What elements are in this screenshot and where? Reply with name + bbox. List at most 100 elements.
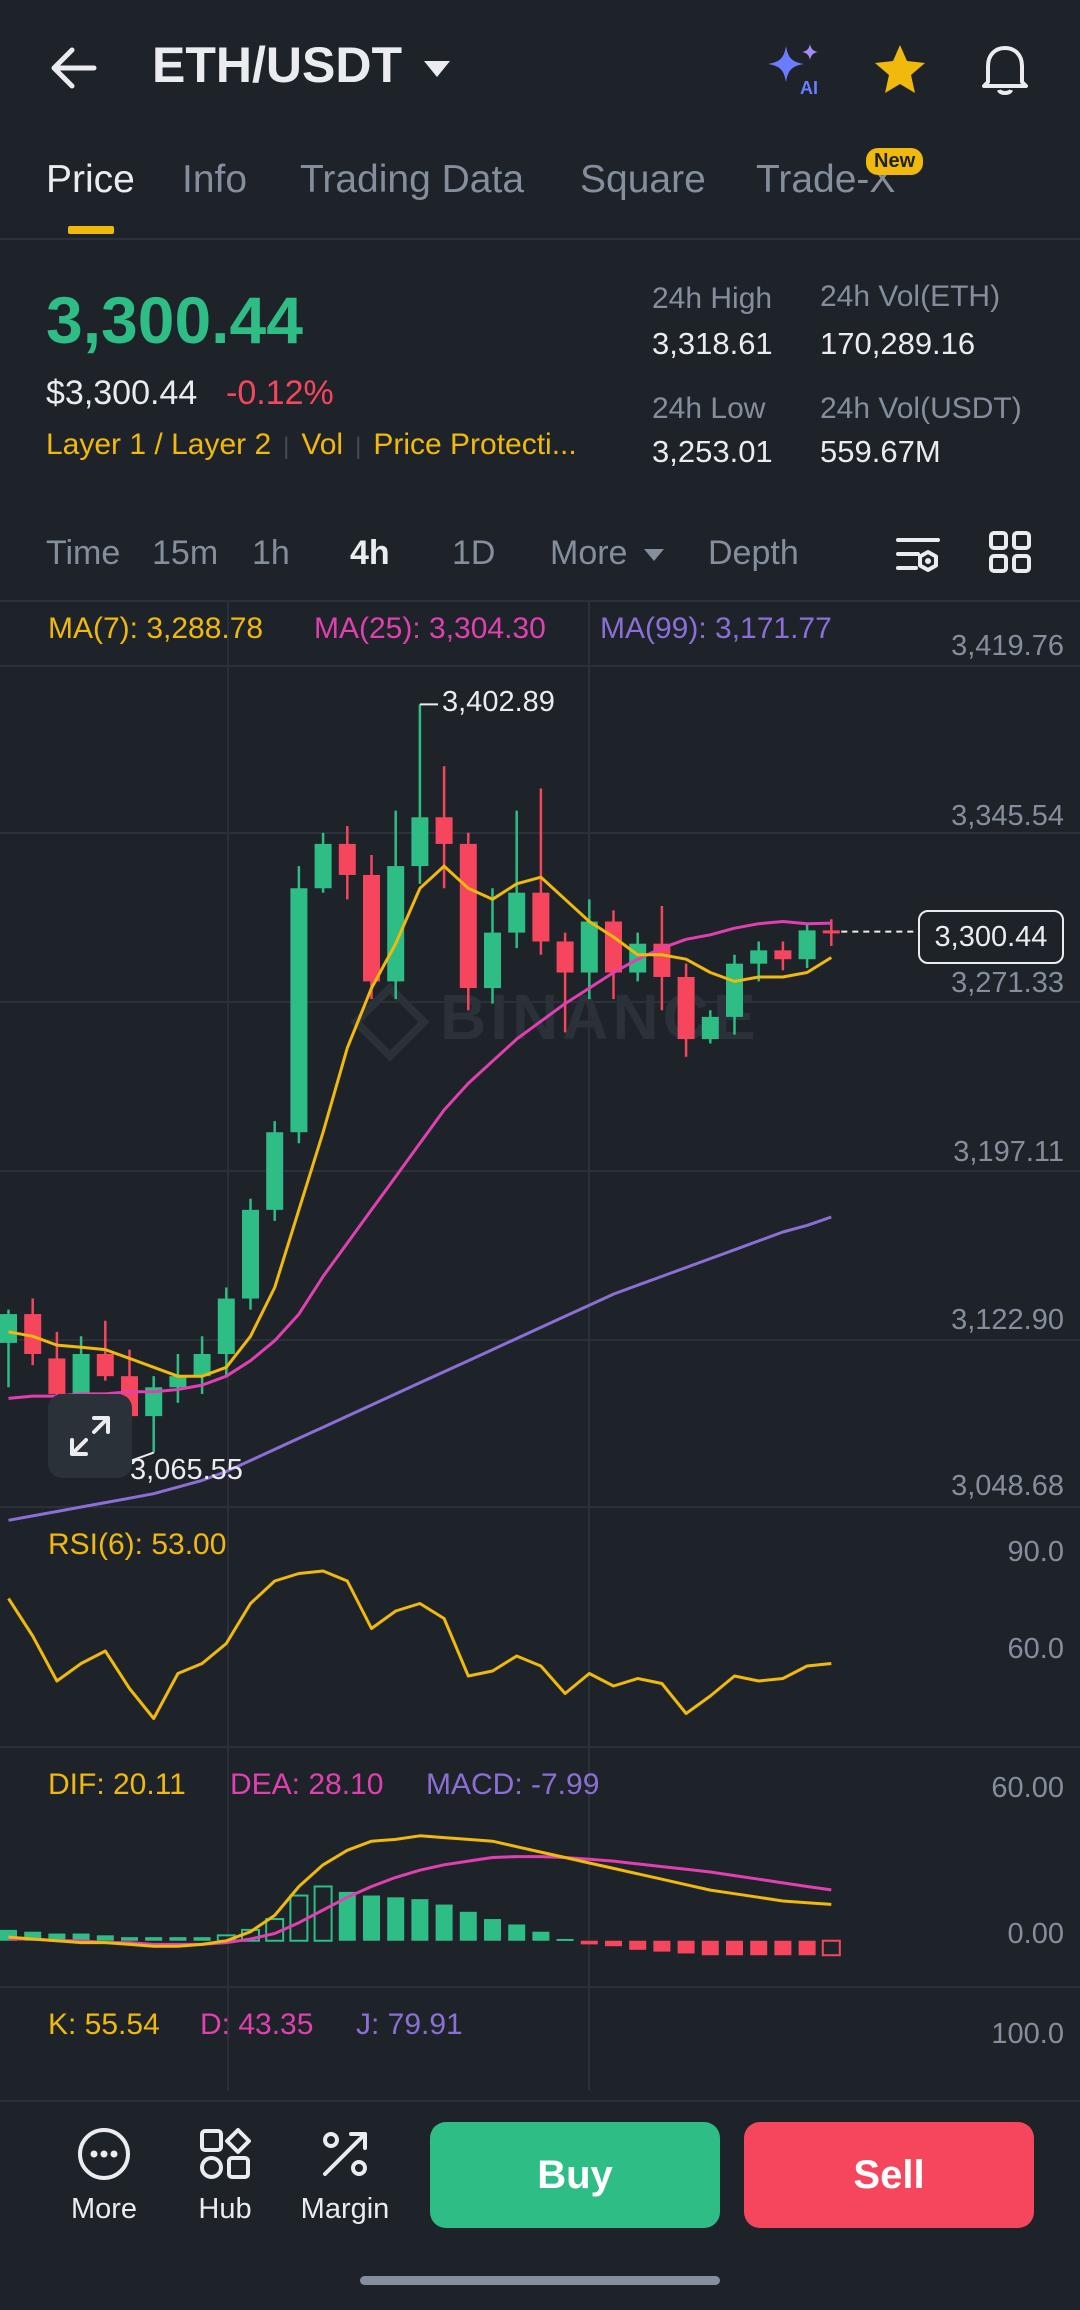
candle-body bbox=[145, 1387, 163, 1417]
grid-line bbox=[0, 1339, 1080, 1341]
timeframe-15m[interactable]: 15m bbox=[152, 534, 219, 572]
ai-sparkle-icon[interactable]: AI bbox=[764, 40, 826, 98]
sell-button[interactable]: Sell bbox=[744, 2122, 1034, 2228]
caret-down-icon bbox=[643, 549, 664, 562]
candle-body bbox=[72, 1354, 90, 1394]
tag-vol[interactable]: Vol bbox=[301, 428, 344, 461]
macd-histogram-bar bbox=[508, 1924, 526, 1941]
candle-body bbox=[96, 1354, 114, 1377]
macd-histogram-bar bbox=[387, 1897, 405, 1941]
grid-line-vertical bbox=[588, 600, 590, 2090]
macd-histogram-bar bbox=[726, 1940, 743, 1956]
grid-line bbox=[0, 1001, 1080, 1003]
candle-body bbox=[726, 963, 743, 1017]
price-chart[interactable] bbox=[0, 600, 1080, 2100]
tab-price[interactable]: Price bbox=[46, 158, 135, 201]
low-value: 3,253.01 bbox=[652, 434, 773, 469]
macd-histogram-bar bbox=[580, 1940, 598, 1945]
timeframe-1d[interactable]: 1D bbox=[452, 534, 496, 572]
bottom-hub-button[interactable]: Hub bbox=[165, 2126, 285, 2226]
tab-info[interactable]: Info bbox=[182, 158, 248, 201]
bottom-more-label: More bbox=[70, 2193, 138, 2225]
back-arrow-icon[interactable] bbox=[46, 44, 100, 92]
vol-usdt-label: 24h Vol(USDT) bbox=[820, 392, 1022, 425]
candle-body bbox=[363, 874, 380, 982]
candle-body bbox=[193, 1354, 211, 1377]
grid-line bbox=[0, 665, 1080, 667]
candle-body bbox=[48, 1358, 66, 1394]
price-axis-label: 3,345.54 bbox=[951, 800, 1064, 832]
candle-body bbox=[217, 1298, 235, 1355]
macd-histogram-bar bbox=[121, 1937, 138, 1941]
macd-histogram-bar bbox=[750, 1940, 768, 1956]
vol-eth-label: 24h Vol(ETH) bbox=[820, 280, 1001, 313]
candle-body bbox=[242, 1209, 259, 1299]
candle-body bbox=[653, 943, 671, 977]
ma99-line bbox=[8, 1215, 832, 1522]
candle-body bbox=[822, 930, 840, 934]
bottom-margin-button[interactable]: Margin bbox=[285, 2126, 405, 2226]
bell-icon[interactable] bbox=[978, 40, 1032, 98]
macd-histogram-bar bbox=[169, 1937, 187, 1941]
buy-button[interactable]: Buy bbox=[430, 2122, 720, 2228]
macd-histogram-bar bbox=[459, 1911, 477, 1941]
timeframe-depth[interactable]: Depth bbox=[708, 534, 799, 572]
rsi-axis-label: 90.0 bbox=[1007, 1536, 1064, 1568]
tag-price-protection[interactable]: Price Protecti... bbox=[373, 428, 577, 461]
bottom-action-bar: More Hub Margin Buy Sell bbox=[0, 2100, 1080, 2310]
rsi-axis-label: 60.0 bbox=[1007, 1633, 1064, 1665]
kdj-d-legend: D: 43.35 bbox=[200, 2008, 314, 2041]
macd-histogram-bar bbox=[411, 1899, 429, 1941]
macd-histogram-bar bbox=[72, 1933, 90, 1941]
new-badge: New bbox=[866, 148, 924, 175]
ma99-legend: MA(99): 3,171.77 bbox=[600, 612, 832, 645]
candle-body bbox=[532, 892, 550, 942]
kdj-axis-label: 100.0 bbox=[991, 2018, 1064, 2050]
pair-label: ETH/USDT bbox=[152, 37, 402, 93]
bottom-margin-label: Margin bbox=[300, 2193, 390, 2225]
macd-histogram-bar bbox=[556, 1938, 574, 1941]
hub-icon bbox=[200, 2128, 251, 2179]
grid-line bbox=[0, 1170, 1080, 1172]
ma25-legend: MA(25): 3,304.30 bbox=[314, 612, 546, 645]
macd-histogram-bar bbox=[96, 1935, 114, 1941]
kdj-j-legend: J: 79.91 bbox=[356, 2008, 463, 2041]
kdj-k-legend: K: 55.54 bbox=[48, 2008, 160, 2041]
margin-icon bbox=[323, 2132, 367, 2176]
pane-divider bbox=[0, 1746, 1080, 1748]
timeframe-4h[interactable]: 4h bbox=[350, 534, 390, 572]
home-indicator bbox=[360, 2276, 720, 2285]
usd-price: $3,300.44 bbox=[46, 374, 198, 412]
candle-body bbox=[338, 843, 356, 875]
indicator-settings-icon[interactable] bbox=[894, 530, 942, 578]
dea-legend: DEA: 28.10 bbox=[230, 1768, 384, 1801]
macd-histogram-bar bbox=[338, 1891, 356, 1941]
vol-usdt-value: 559.67M bbox=[820, 434, 941, 469]
tag-layer[interactable]: Layer 1 / Layer 2 bbox=[46, 428, 272, 461]
tab-trading-data[interactable]: Trading Data bbox=[300, 158, 525, 201]
macd-histogram-bar bbox=[24, 1931, 42, 1941]
favorite-star-icon[interactable] bbox=[872, 42, 928, 96]
timeframe-more[interactable]: More bbox=[550, 534, 665, 573]
dif-legend: DIF: 20.11 bbox=[48, 1768, 186, 1801]
candle-body bbox=[0, 1314, 17, 1343]
macd-histogram-bar bbox=[677, 1940, 695, 1954]
change-percent: -0.12% bbox=[226, 374, 334, 412]
macd-histogram-bar bbox=[821, 1939, 841, 1957]
bottom-hub-label: Hub bbox=[198, 2193, 252, 2225]
timeframe-time[interactable]: Time bbox=[46, 534, 121, 572]
more-dots-icon bbox=[78, 2128, 130, 2180]
grid-layout-icon[interactable] bbox=[988, 530, 1032, 574]
tab-square[interactable]: Square bbox=[580, 158, 706, 201]
candle-body bbox=[24, 1314, 42, 1355]
macd-histogram-bar bbox=[701, 1940, 719, 1956]
timeframe-1h[interactable]: 1h bbox=[252, 534, 290, 572]
macd-histogram-bar bbox=[484, 1919, 501, 1941]
candle-body bbox=[580, 921, 598, 973]
candle-body bbox=[605, 921, 622, 973]
pair-title[interactable]: ETH/USDT bbox=[152, 36, 452, 94]
candle-body bbox=[701, 1016, 719, 1040]
fullscreen-button[interactable] bbox=[48, 1394, 132, 1478]
bottom-more-button[interactable]: More bbox=[44, 2126, 164, 2226]
ma25-line bbox=[8, 920, 832, 1400]
